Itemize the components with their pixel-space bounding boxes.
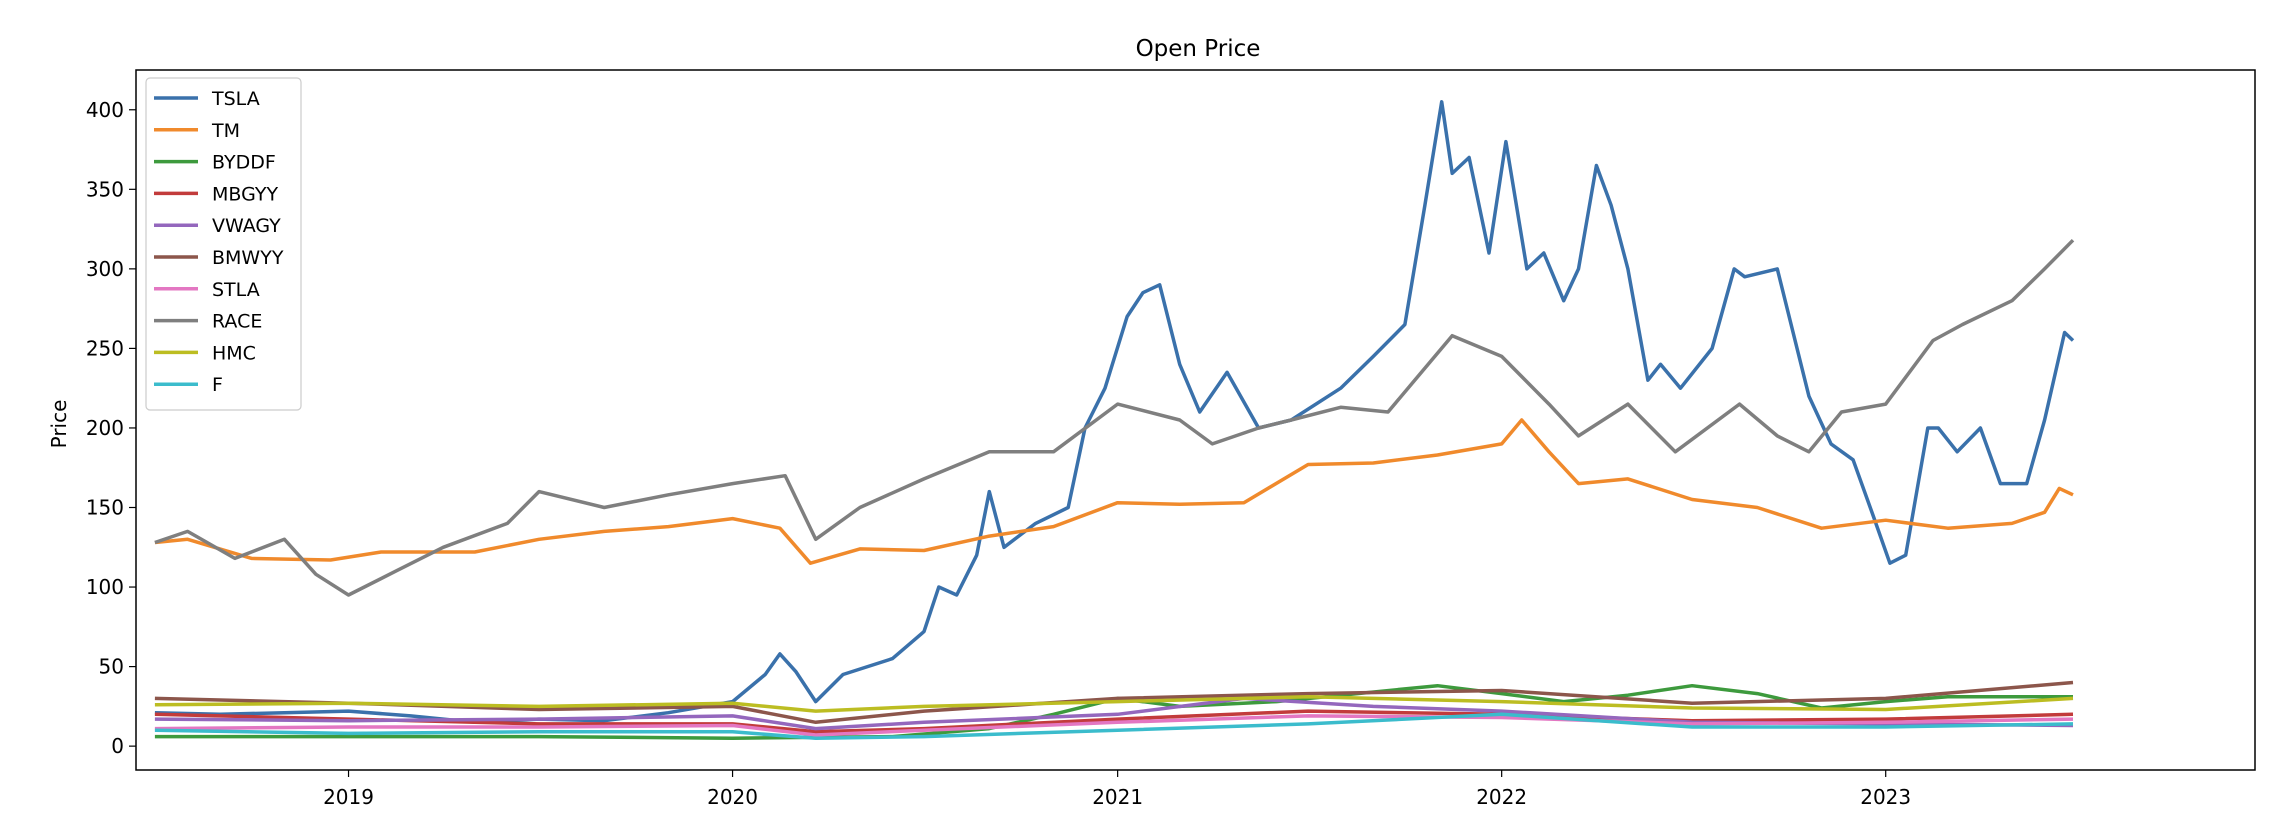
x-axis: 2019 2020 2021 2022 2023 — [323, 770, 1911, 809]
legend-label-tsla: TSLA — [211, 88, 260, 110]
legend-label-bmwyy: BMWYY — [212, 247, 284, 269]
series-line-tsla — [154, 100, 2075, 725]
y-tick-label: 150 — [86, 496, 124, 520]
legend-label-f: F — [212, 374, 223, 396]
series-line-byddf — [154, 683, 2073, 740]
x-tick-label: 2021 — [1092, 785, 1143, 809]
y-axis-label: Price — [47, 400, 71, 449]
y-tick-label: 350 — [86, 177, 124, 201]
x-tick-label: 2020 — [707, 785, 758, 809]
y-tick-label: 50 — [99, 655, 124, 679]
legend-label-mbgyy: MBGYY — [212, 183, 278, 205]
y-tick-label: 300 — [86, 257, 124, 281]
y-tick-label: 0 — [111, 734, 124, 758]
y-tick-label: 250 — [86, 336, 124, 360]
legend: TSLA TM BYDDF MBGYY VWAGY BMWYY STLA RACE HMC F — [145, 77, 302, 411]
legend-label-hmc: HMC — [212, 342, 256, 364]
legend-label-stla: STLA — [212, 279, 260, 301]
series-line-f — [154, 712, 2074, 740]
legend-label-vwagy: VWAGY — [212, 215, 281, 237]
y-tick-label: 100 — [86, 575, 124, 599]
series-lines — [154, 100, 2075, 740]
series-line-race — [154, 238, 2075, 597]
series-line-hmc — [154, 695, 2074, 713]
series-line-stla — [154, 714, 2074, 737]
series-line-mbgyy — [154, 709, 2074, 734]
legend-label-byddf: BYDDF — [212, 152, 276, 174]
x-tick-label: 2022 — [1476, 785, 1527, 809]
y-tick-label: 200 — [86, 416, 124, 440]
x-tick-label: 2019 — [323, 785, 374, 809]
y-axis: 0 50 100 150 200 250 300 350 400 — [86, 98, 136, 758]
chart-title: Open Price — [1136, 36, 1261, 62]
legend-label-tm: TM — [211, 120, 240, 142]
y-tick-label: 400 — [86, 98, 124, 122]
plot-area-frame — [135, 69, 2256, 771]
legend-label-race: RACE — [212, 311, 262, 333]
x-tick-label: 2023 — [1860, 785, 1911, 809]
series-line-tm — [154, 418, 2074, 565]
